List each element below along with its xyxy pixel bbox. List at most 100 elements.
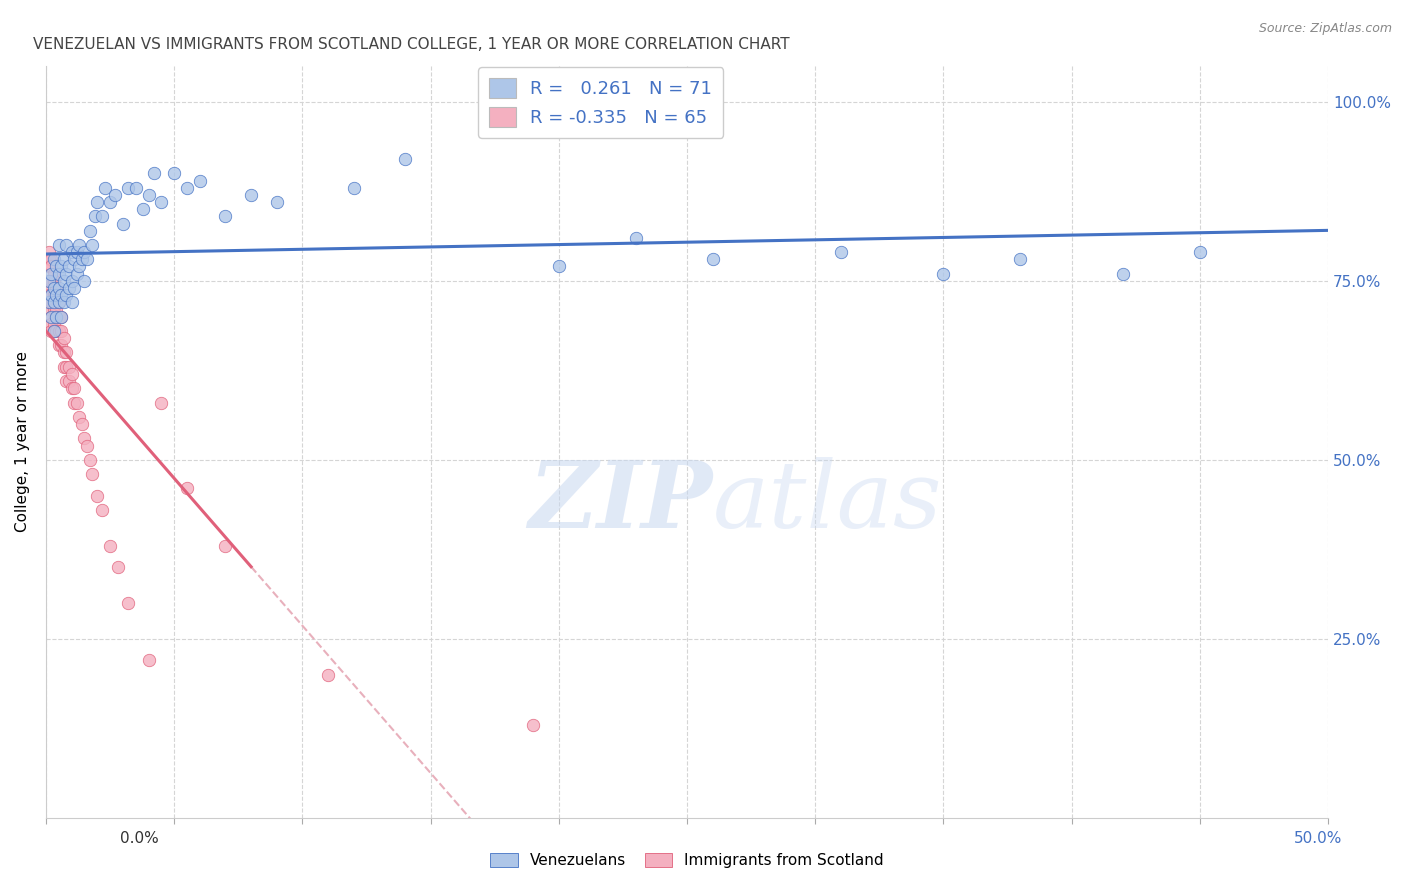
Point (94, 180, 117, 194)
Point (176, 180, 198, 194)
Point (67, 238, 90, 252)
Point (188, 173, 211, 187)
Point (76, 438, 98, 452)
Point (266, 194, 288, 209)
Point (51, 338, 73, 352)
Point (547, 260, 569, 274)
Point (42, 295, 65, 310)
Point (39, 310, 62, 324)
Point (42, 274, 65, 288)
Point (60, 295, 83, 310)
Point (42, 324, 65, 338)
Point (70, 252, 93, 267)
Point (52, 345, 75, 359)
Point (45, 310, 67, 324)
Point (66, 267, 89, 281)
Point (1188, 245, 1211, 260)
Point (48, 310, 70, 324)
Point (73, 431, 96, 445)
Point (58, 359, 80, 374)
Text: ZIP: ZIP (529, 457, 713, 547)
Point (70, 417, 93, 431)
Point (138, 187, 160, 202)
Point (39, 317, 62, 331)
Point (73, 245, 96, 260)
Point (38, 274, 60, 288)
Point (86, 489, 108, 503)
Point (51, 288, 73, 302)
Point (52, 331, 75, 345)
Point (55, 374, 77, 388)
Point (932, 267, 955, 281)
Point (55, 288, 77, 302)
Point (66, 245, 89, 260)
Point (55, 267, 77, 281)
Point (48, 338, 70, 352)
Point (82, 238, 104, 252)
Point (240, 187, 263, 202)
Point (42, 252, 65, 267)
Point (45, 302, 67, 317)
Point (63, 281, 86, 295)
Point (38, 281, 60, 295)
Point (45, 260, 67, 274)
Point (48, 281, 70, 295)
Point (63, 381, 86, 395)
Point (55, 359, 77, 374)
Text: 50.0%: 50.0% (1295, 831, 1343, 846)
Point (125, 180, 148, 194)
Point (45, 288, 67, 302)
Point (214, 210, 236, 224)
Point (79, 453, 101, 467)
Point (42, 302, 65, 317)
Point (38, 245, 60, 260)
Point (38, 302, 60, 317)
Point (48, 238, 70, 252)
Point (76, 252, 98, 267)
Point (42, 324, 65, 338)
Point (51, 260, 73, 274)
Point (214, 539, 236, 553)
Point (117, 596, 139, 610)
Point (624, 231, 647, 245)
Point (73, 274, 96, 288)
Point (111, 217, 134, 231)
Point (60, 274, 83, 288)
Text: VENEZUELAN VS IMMIGRANTS FROM SCOTLAND COLLEGE, 1 YEAR OR MORE CORRELATION CHART: VENEZUELAN VS IMMIGRANTS FROM SCOTLAND C… (34, 37, 790, 53)
Point (60, 367, 83, 381)
Point (48, 267, 70, 281)
Point (55, 238, 77, 252)
Point (702, 252, 724, 267)
Legend: R =   0.261   N = 71, R = -0.335   N = 65: R = 0.261 N = 71, R = -0.335 N = 65 (478, 68, 723, 138)
Point (104, 187, 127, 202)
Point (45, 281, 67, 295)
Point (1010, 252, 1032, 267)
Point (55, 345, 77, 359)
Point (39, 288, 62, 302)
Point (316, 667, 339, 681)
Point (117, 180, 139, 194)
Point (51, 324, 73, 338)
Point (98, 194, 121, 209)
Point (38, 260, 60, 274)
Point (52, 295, 75, 310)
Point (98, 539, 121, 553)
Point (51, 310, 73, 324)
Point (83, 210, 105, 224)
Point (66, 395, 89, 409)
Point (45, 310, 67, 324)
Point (39, 274, 62, 288)
Point (52, 359, 75, 374)
Point (150, 395, 173, 409)
Point (45, 288, 67, 302)
Point (52, 274, 75, 288)
Point (38, 288, 60, 302)
Point (38, 295, 60, 310)
Point (830, 245, 852, 260)
Point (176, 482, 198, 496)
Point (42, 281, 65, 295)
Point (39, 324, 62, 338)
Point (67, 409, 90, 424)
Point (91, 210, 114, 224)
Point (142, 166, 165, 180)
